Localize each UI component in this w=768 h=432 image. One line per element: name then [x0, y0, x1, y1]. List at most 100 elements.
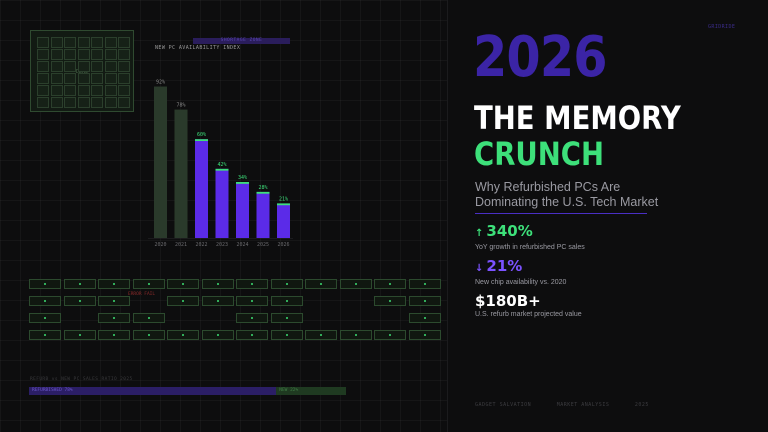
memory-stick-icon	[63, 330, 96, 340]
stick-indicator	[389, 334, 391, 336]
chip-cell	[104, 97, 117, 108]
bar-value-label: 21%	[279, 196, 288, 202]
x-tick-label: 2024	[236, 242, 248, 248]
brand-tag: GRIDRIDE	[708, 24, 736, 30]
arrow-down-icon: ↓	[475, 263, 484, 274]
chart-title: NEW PC AVAILABILITY INDEX	[155, 45, 241, 51]
stick-indicator	[423, 317, 426, 319]
chip-cell	[104, 61, 117, 72]
memory-stick-icon	[29, 330, 61, 340]
stick-indicator	[285, 283, 288, 285]
stick-indicator	[251, 300, 253, 302]
memory-stick-icon	[98, 279, 130, 289]
chip-cell	[104, 49, 117, 60]
memory-stick-icon	[236, 330, 268, 340]
x-tick-label: 2022	[195, 242, 207, 248]
stick-indicator	[44, 317, 46, 319]
chip-cell	[91, 61, 103, 72]
stat-value: $180B+	[475, 292, 582, 310]
memory-stick-icon	[132, 330, 165, 340]
memory-stick-icon	[167, 279, 199, 289]
bar-value-label: 60%	[197, 132, 206, 138]
chip-cell	[104, 85, 117, 96]
chip-cell	[50, 61, 63, 72]
memory-stick-icon	[29, 296, 61, 306]
stick-indicator	[78, 283, 81, 285]
memory-stick-icon	[374, 296, 406, 306]
memory-stick-icon	[236, 279, 268, 289]
chip-cell	[118, 37, 130, 48]
footer: GADGET SALVATION MARKET ANALYSIS 2025	[475, 402, 671, 408]
ratio-bar: REFURBISHED 78% NEW 22%	[29, 387, 346, 395]
memory-stick-icon	[29, 313, 61, 323]
stick-indicator	[78, 300, 81, 302]
memory-stick-icon	[98, 330, 130, 340]
stick-indicator	[354, 283, 357, 285]
stick-indicator	[389, 283, 391, 285]
memory-stick-icon	[408, 279, 441, 289]
bar-2023	[215, 168, 229, 238]
chip-cell	[118, 85, 130, 96]
stick-indicator	[216, 283, 219, 285]
stat-market-value: $180B+ U.S. refurb market projected valu…	[475, 292, 582, 320]
chip-cell	[77, 73, 90, 84]
bar-cap	[256, 191, 270, 194]
stat-number: 21%	[486, 257, 523, 275]
stat-value: ↑ 340%	[475, 222, 585, 243]
memory-stick-icon	[236, 296, 268, 306]
stick-indicator	[182, 300, 184, 302]
stick-indicator	[251, 317, 253, 319]
footer-item: GADGET SALVATION	[475, 402, 532, 408]
stick-indicator	[423, 300, 426, 302]
stat-number: 340%	[486, 222, 533, 240]
x-tick-label: 2023	[216, 242, 228, 248]
bar-value-label: 34%	[238, 175, 247, 181]
refurb-segment: REFURBISHED 78%	[29, 387, 277, 395]
bar-2021	[174, 109, 188, 238]
stat-description: YoY growth in refurbished PC sales	[475, 244, 585, 251]
memory-stick-icon	[339, 330, 372, 340]
stat-description: New chip availability vs. 2020	[475, 279, 567, 286]
stat-chip-availability: ↓ 21% New chip availability vs. 2020	[475, 257, 566, 288]
stat-number: $180B+	[475, 292, 541, 310]
stick-indicator	[216, 334, 219, 336]
bar-cap	[277, 203, 290, 206]
x-tick-label: 2021	[175, 242, 187, 248]
stick-indicator	[78, 334, 81, 336]
memory-stick-icon	[374, 279, 406, 289]
memory-stick-icon	[305, 279, 337, 289]
memory-stick-icon	[408, 296, 441, 306]
memory-stick-icon	[374, 330, 406, 340]
memory-stick-icon	[63, 296, 96, 306]
stick-indicator	[113, 283, 115, 285]
chip-cell	[50, 85, 63, 96]
bar-2024	[236, 182, 249, 238]
chip-cell	[91, 97, 103, 108]
panel-divider	[447, 0, 448, 432]
stick-indicator	[354, 334, 357, 336]
chip-cell	[77, 85, 90, 96]
chip-cell	[77, 61, 90, 72]
memory-stick-icon	[305, 330, 337, 340]
footer-item: 2025	[634, 402, 649, 408]
memory-stick-icon	[201, 279, 234, 289]
chip-cell	[37, 61, 49, 72]
x-tick-label: 2020	[154, 242, 166, 248]
footer-item: MARKET ANALYSIS	[556, 402, 610, 408]
chip-cell	[118, 73, 130, 84]
stick-indicator	[389, 300, 391, 302]
bar-cap	[236, 182, 249, 184]
stat-value: ↓ 21%	[475, 257, 566, 278]
memory-stick-icon	[167, 330, 199, 340]
memory-stick-icon	[408, 330, 441, 340]
stick-indicator	[113, 300, 115, 302]
chip-cell	[64, 49, 76, 60]
chip-cell	[64, 61, 76, 72]
chip-cell	[64, 85, 76, 96]
chip-cell	[37, 85, 49, 96]
bar-value-label: 92%	[156, 80, 165, 86]
chip-cell	[118, 49, 130, 60]
accent-rule	[475, 213, 647, 214]
memory-stick-icon	[270, 296, 303, 306]
memory-error-label: ERROR FAIL	[128, 292, 156, 297]
